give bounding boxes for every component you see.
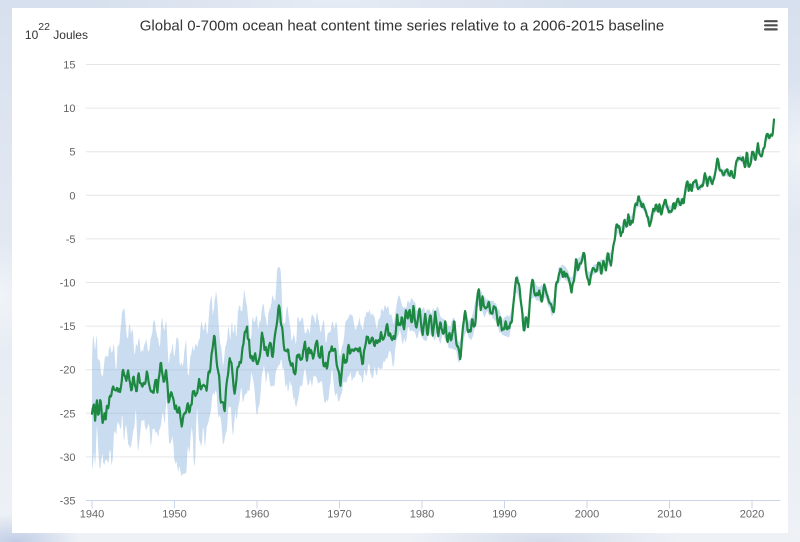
svg-text:2020: 2020 (739, 508, 763, 520)
svg-text:10: 10 (63, 103, 75, 115)
svg-text:Global 0-700m ocean heat conte: Global 0-700m ocean heat content time se… (139, 17, 664, 34)
svg-text:2010: 2010 (657, 508, 681, 520)
svg-text:-20: -20 (59, 364, 75, 376)
svg-text:1980: 1980 (409, 508, 433, 520)
svg-text:-25: -25 (59, 408, 75, 420)
svg-text:1940: 1940 (79, 508, 103, 520)
svg-text:-15: -15 (59, 321, 75, 333)
svg-text:1960: 1960 (244, 508, 268, 520)
svg-text:1950: 1950 (162, 508, 186, 520)
svg-text:-30: -30 (59, 451, 75, 463)
svg-text:1990: 1990 (492, 508, 516, 520)
svg-text:2000: 2000 (574, 508, 598, 520)
svg-text:15: 15 (63, 59, 75, 71)
svg-text:5: 5 (69, 146, 75, 158)
svg-text:1970: 1970 (327, 508, 351, 520)
svg-text:-10: -10 (59, 277, 75, 289)
svg-text:0: 0 (69, 190, 75, 202)
svg-text:-35: -35 (59, 495, 75, 507)
svg-text:-5: -5 (65, 233, 75, 245)
